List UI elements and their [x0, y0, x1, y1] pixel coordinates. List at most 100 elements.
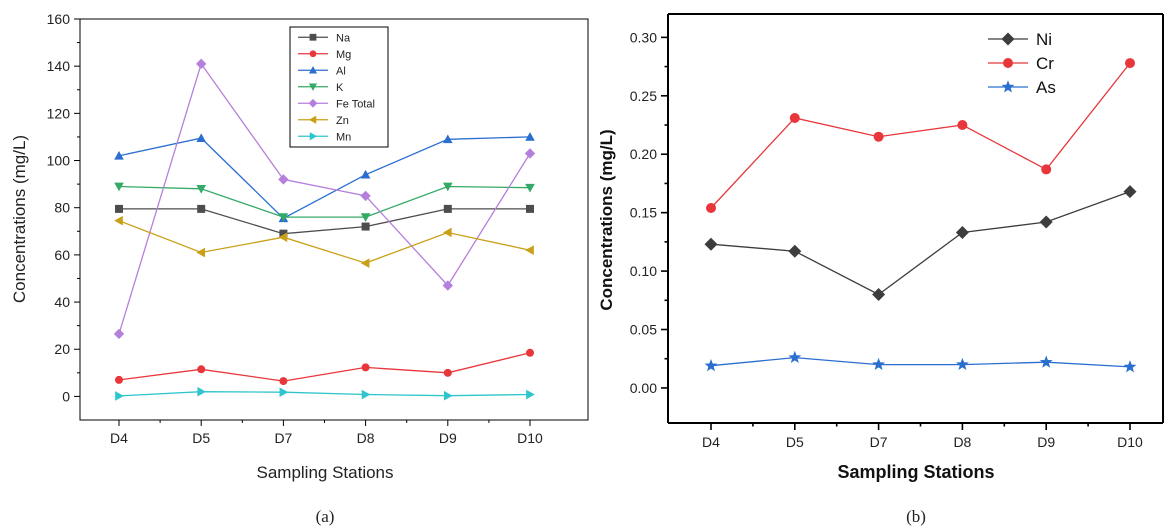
panel-a-y-tick-label: 100	[47, 153, 71, 169]
panel-a-legend-entry-fe-total: Fe Total	[298, 98, 375, 110]
panel-a-point-al	[360, 169, 371, 179]
panel-a-x-axis: D4 D5 D7 D8 D9 D10	[110, 420, 543, 446]
panel-b-x-tick-label: D9	[1037, 434, 1055, 450]
panel-a-point-mn	[443, 390, 453, 401]
panel-a-y-axis: 0 20 40 60 80 100 120 140 160	[47, 11, 80, 404]
panel-a-point-k	[360, 213, 371, 222]
panel-b-series-as	[704, 350, 1137, 373]
panel-a-legend-marker	[308, 66, 318, 74]
panel-a-point-mg	[526, 348, 534, 357]
panel-a-legend: Na Mg Al K Fe Total Zn Mn	[289, 26, 389, 148]
panel-a-y-tick-label: 160	[47, 11, 71, 27]
panel-b-point-as	[788, 350, 802, 364]
panel-a-line-mn	[118, 391, 531, 397]
panel-b-point-ni	[788, 244, 802, 258]
panel-a-point-na	[526, 204, 534, 213]
panel-a-line-al	[118, 136, 531, 220]
panel-b-legend-box	[980, 27, 1086, 103]
panel-b-point-ni	[872, 287, 886, 301]
panel-a-series-k	[114, 182, 535, 222]
panel-b-x-axis-label: Sampling Stations	[837, 462, 994, 482]
panel-a-legend-entry-na: Na	[298, 32, 351, 44]
panel-b-x-tick-label: D4	[702, 434, 720, 450]
panel-a-point-zn	[443, 227, 452, 238]
panel-a-x-tick-label: D8	[357, 430, 375, 446]
panel-a-point-al	[114, 151, 124, 160]
panel-b-y-tick-label: 0.20	[630, 146, 657, 162]
panel-a-x-tick-label: D9	[439, 430, 457, 446]
panel-a-point-k	[196, 184, 206, 194]
panel-b-legend-marker	[1001, 80, 1015, 93]
panel-a-series-mn	[115, 386, 535, 401]
panel-b-point-as	[955, 357, 969, 371]
panel-a-legend-marker	[309, 50, 317, 58]
panel-a-x-tick-label: D4	[110, 430, 128, 446]
panel-b-point-as	[704, 358, 718, 372]
panel-a-y-tick-label: 20	[54, 341, 70, 357]
panel-a-series-al	[114, 132, 535, 223]
panel-b-point-ni	[704, 237, 718, 251]
panel-a-legend-marker	[308, 115, 317, 124]
panel-b-series-ni	[704, 185, 1137, 301]
panel-a-x-axis-label: Sampling Stations	[256, 463, 393, 482]
panel-a-legend-label: Al	[336, 65, 346, 77]
panel-b-y-tick-label: 0.25	[630, 88, 657, 104]
panel-a-legend-marker	[308, 98, 318, 108]
panel-a-point-al	[525, 132, 535, 141]
panel-b-point-as	[1039, 355, 1053, 368]
panel-b-y-axis: 0.00 0.05 0.10 0.15 0.20 0.25 0.30	[630, 29, 668, 396]
panel-b-x-tick-label: D8	[953, 434, 971, 450]
panel-a-y-tick-label: 80	[54, 200, 70, 216]
panel-a-point-k	[278, 213, 289, 222]
panel-b-point-ni	[1123, 185, 1137, 199]
panel-a-point-fe-total	[442, 280, 453, 291]
panel-b-chart: 0.000.050.100.150.200.250.30 D4 D5 D7 D8 D9 D…	[597, 13, 1164, 526]
panel-a-point-zn	[360, 258, 370, 268]
panel-a-legend-label: K	[336, 82, 344, 94]
panel-a-point-mn	[279, 387, 289, 397]
panel-b-legend: Ni Cr As	[980, 27, 1086, 103]
panel-b-legend-label: Ni	[1036, 30, 1052, 49]
panel-b-x-tick-label: D10	[1117, 434, 1143, 450]
panel-a-point-mn	[115, 391, 124, 401]
panel-a-legend-label: Fe Total	[336, 98, 375, 110]
panel-a-point-mg	[361, 363, 370, 372]
panel-b-legend-entry-ni: Ni	[988, 30, 1052, 49]
panel-b-line-as	[710, 356, 1131, 368]
panel-a-point-mn	[526, 389, 535, 400]
panel-b-legend-entry-cr: Cr	[988, 54, 1054, 73]
panel-b-point-ni	[955, 226, 969, 240]
panel-a-chart: 0 20 40 60 80 100 120 140 160 D4 D5 D7 D8 D9 D10 Na Mg…	[10, 11, 589, 526]
panel-a-series	[113, 58, 536, 401]
panel-a-legend-label: Mg	[336, 49, 351, 61]
panel-b-legend-entry-as: As	[988, 78, 1056, 97]
panel-a-line-na	[119, 208, 530, 235]
panel-b-point-cr	[873, 131, 884, 142]
panel-a-legend-entry-mg: Mg	[298, 49, 351, 61]
panel-a-x-tick-label: D5	[192, 430, 210, 446]
panel-a-point-k	[525, 183, 535, 193]
panel-a-point-na	[279, 229, 288, 238]
panel-a-legend-marker	[309, 33, 317, 41]
panel-b-legend-marker	[1001, 32, 1015, 46]
panel-a-y-tick-label: 140	[47, 58, 71, 74]
panel-a-point-fe-total	[278, 174, 289, 185]
panel-a-caption: (a)	[316, 507, 335, 526]
panel-b-point-as	[872, 357, 886, 371]
panel-a-point-mg	[443, 368, 452, 377]
panel-a-y-axis-label: Concentrations (mg/L)	[10, 135, 29, 303]
panel-a-plot-frame	[79, 18, 589, 421]
panel-a-point-al	[196, 133, 206, 142]
panel-a-point-zn	[196, 247, 206, 258]
panel-a-point-mg	[115, 375, 123, 384]
panel-a-y-tick-label: 120	[47, 105, 71, 121]
panel-b-x-tick-label: D5	[786, 434, 804, 450]
panel-a-point-k	[114, 182, 124, 192]
panel-b-series-cr	[706, 58, 1135, 213]
panel-a-series-mg	[115, 348, 534, 386]
panel-a-point-na	[115, 204, 123, 213]
panel-b-caption: (b)	[906, 507, 926, 526]
panel-b-point-cr	[706, 202, 716, 213]
panel-b-point-cr	[1125, 58, 1135, 69]
